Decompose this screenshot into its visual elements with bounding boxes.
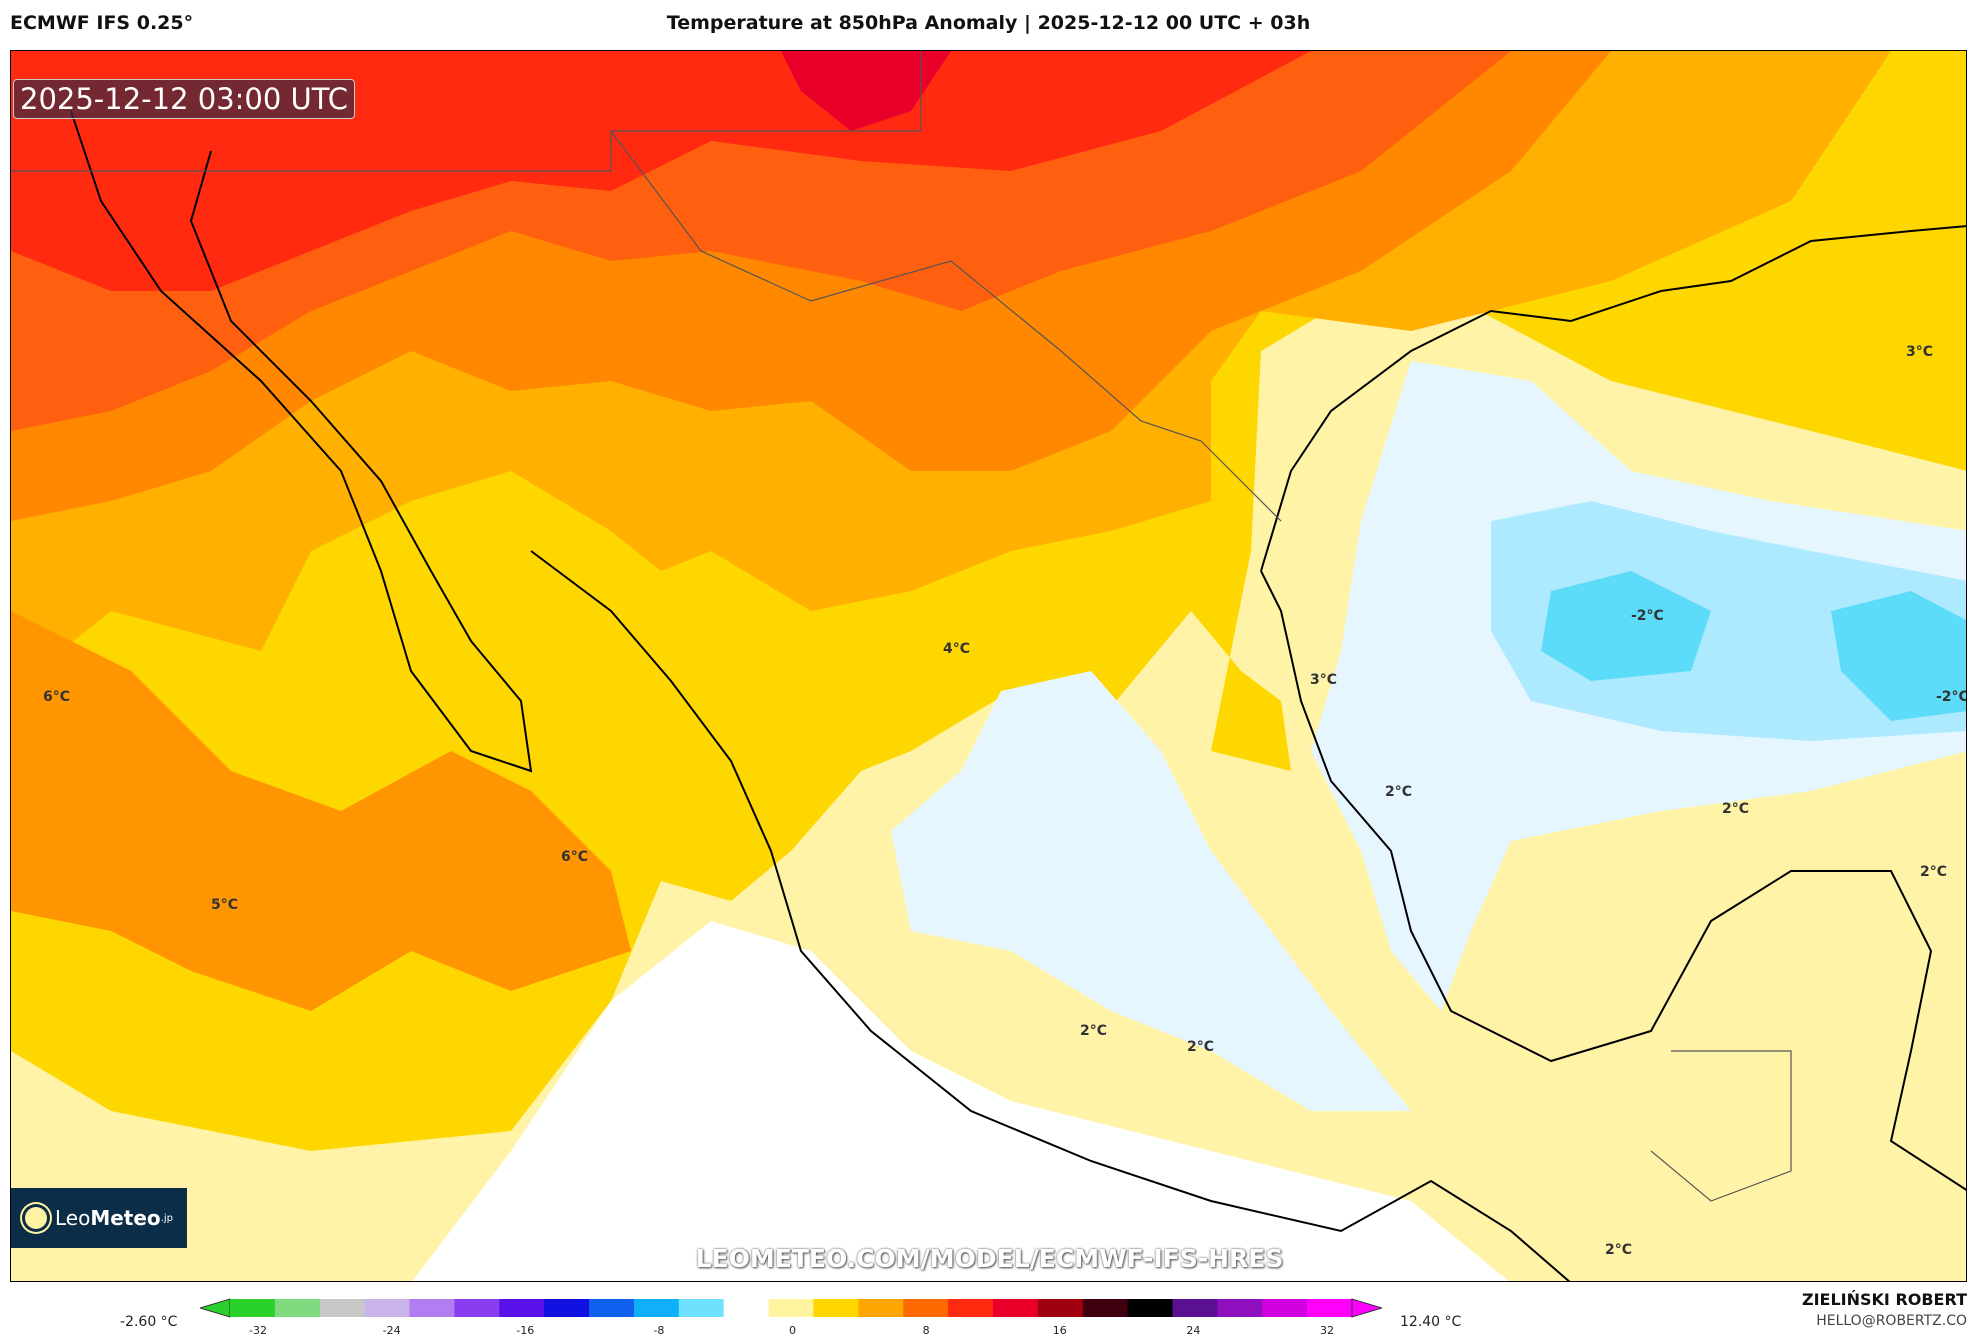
leometeo-logo[interactable]: Leo Meteo .jp [11, 1188, 187, 1248]
contour-label: 2°C [1722, 801, 1749, 817]
valid-time-stamp: 2025-12-12 03:00 UTC [13, 79, 356, 119]
colorbar-tick: -8 [653, 1324, 665, 1337]
colorbar-cell [903, 1299, 949, 1317]
contour-label: 4°C [943, 641, 970, 657]
colorbar-min-label: -2.60 °C [120, 1314, 178, 1330]
logo-text-bold: Meteo [90, 1206, 161, 1230]
colorbar-cell [544, 1299, 590, 1317]
colorbar-tick: 32 [1320, 1324, 1334, 1337]
borders [11, 51, 1792, 1202]
contour-label: 2°C [1187, 1039, 1214, 1055]
contour-label: 2°C [1920, 864, 1947, 880]
colorbar-cell [1262, 1299, 1308, 1317]
contour-label: 6°C [43, 689, 70, 705]
colorbar-cell [678, 1299, 725, 1317]
contour-label: 6°C [561, 849, 588, 865]
region-pale-blue-mexico [891, 671, 1411, 1111]
anomaly-map[interactable]: 3°C -2°C -2°C 3°C 2°C 2°C 2°C 4°C 6°C 6°… [10, 50, 1967, 1282]
colorbar-strip [200, 1298, 1382, 1318]
sun-icon [25, 1207, 47, 1229]
colorbar-tick: 8 [922, 1324, 930, 1337]
contour-label: 2°C [1605, 1242, 1632, 1258]
model-name: ECMWF IFS 0.25° [10, 12, 194, 34]
colorbar-cell [230, 1299, 276, 1317]
colorbar-cell [454, 1299, 500, 1317]
contour-label: 5°C [211, 897, 238, 913]
contour-label: 2°C [1080, 1023, 1107, 1039]
contour-label: 3°C [1906, 344, 1933, 360]
colorbar-cell [633, 1299, 680, 1317]
author-credit: ZIELIŃSKI ROBERT HELLO@ROBERTZ.CO [1802, 1290, 1967, 1329]
author-name: ZIELIŃSKI ROBERT [1801, 1290, 1967, 1309]
contour-labels: 3°C -2°C -2°C 3°C 2°C 2°C 2°C 4°C 6°C 6°… [43, 344, 1967, 1258]
colorbar-extend-min [200, 1298, 231, 1318]
colorbar-cell [319, 1299, 366, 1317]
colorbar: -2.60 °C -32 -24 -16 -8 0 8 16 24 32 12.40 °C [0, 1290, 1977, 1338]
colorbar-cell [992, 1299, 1039, 1317]
region-light-blue-gulf [1491, 501, 1966, 741]
colorbar-cell [948, 1299, 994, 1317]
colorbar-cell [1307, 1299, 1353, 1317]
colorbar-tick: -24 [382, 1324, 401, 1337]
coastlines [70, 110, 1966, 1281]
watermark-url: LEOMETEO.COM/MODEL/ECMWF-IFS-HRES [695, 1244, 1284, 1273]
colorbar-tick: 24 [1186, 1324, 1201, 1337]
map-canvas: 3°C -2°C -2°C 3°C 2°C 2°C 2°C 4°C 6°C 6°… [11, 51, 1967, 1281]
colorbar-extend-max [1351, 1298, 1382, 1318]
contour-label: 2°C [1385, 784, 1412, 800]
region-orange-west [11, 611, 631, 1011]
colorbar-cell [1082, 1299, 1129, 1317]
colorbar-cell [1217, 1299, 1263, 1317]
contour-label: -2°C [1936, 689, 1967, 705]
colorbar-cell [409, 1299, 455, 1317]
colorbar-cell [1172, 1299, 1218, 1317]
colorbar-cell [1037, 1299, 1084, 1317]
author-email: HELLO@ROBERTZ.CO [1816, 1313, 1967, 1329]
contour-label: 3°C [1310, 672, 1337, 688]
colorbar-cell [499, 1299, 545, 1317]
colorbar-tick: -32 [249, 1324, 267, 1337]
logo-suffix: .jp [160, 1212, 173, 1224]
colorbar-cell [589, 1299, 635, 1317]
region-cyan-gulf [1541, 571, 1966, 721]
colorbar-cell [723, 1299, 770, 1317]
region-crimson [781, 51, 951, 131]
colorbar-tick: 16 [1052, 1324, 1067, 1337]
chart-title: Temperature at 850hPa Anomaly | 2025-12-… [666, 12, 1311, 34]
colorbar-cell [364, 1299, 411, 1317]
colorbar-tick: -16 [516, 1324, 535, 1337]
logo-text-light: Leo [55, 1206, 91, 1230]
colorbar-tick: 0 [789, 1324, 796, 1337]
colorbar-cell [274, 1299, 321, 1317]
colorbar-max-label: 12.40 °C [1400, 1314, 1462, 1330]
colorbar-cell [768, 1299, 814, 1317]
colorbar-cell [858, 1299, 904, 1317]
colorbar-cell [1127, 1299, 1173, 1317]
contour-label: -2°C [1631, 608, 1664, 624]
colorbar-cell [813, 1299, 859, 1317]
